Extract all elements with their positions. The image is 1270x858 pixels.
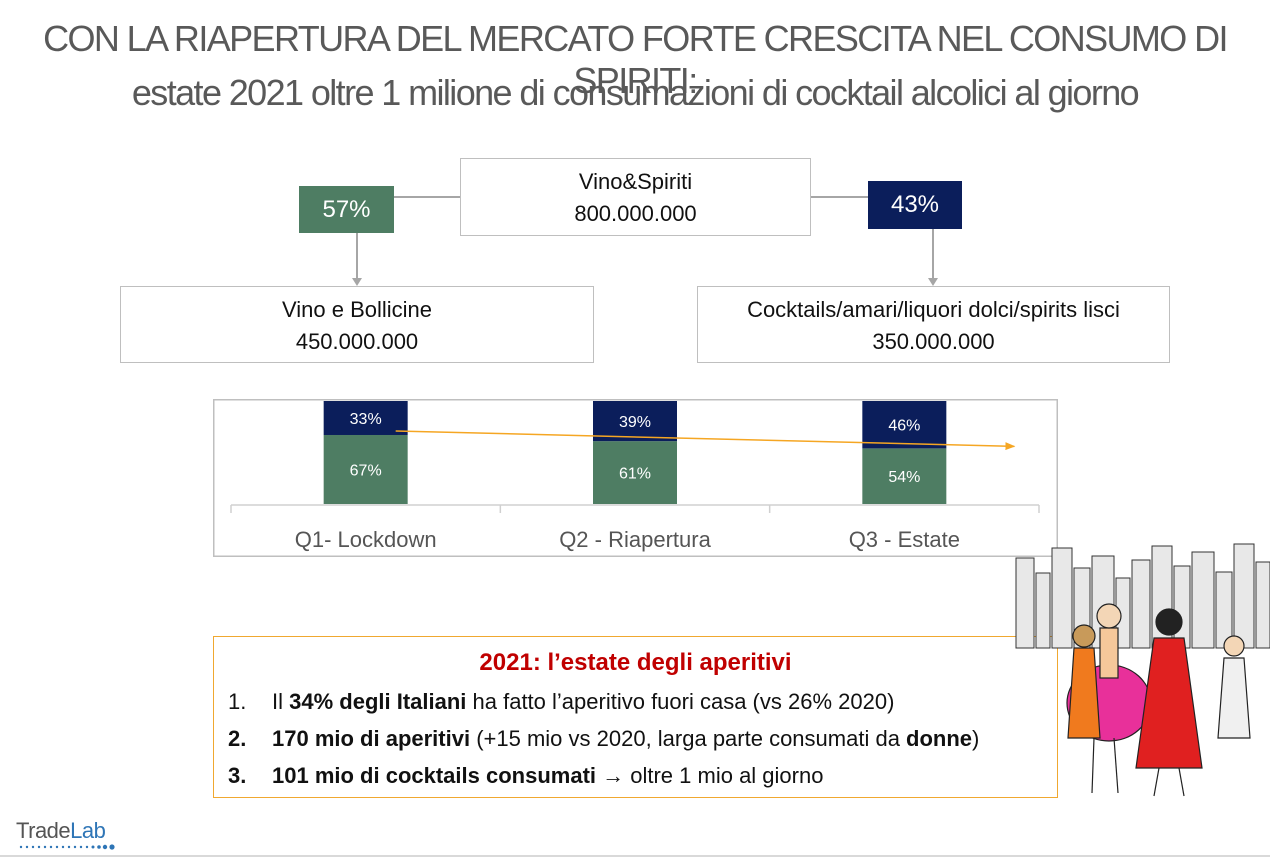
data-label-spirits-3: 46% <box>888 418 920 435</box>
data-label-vino-3: 54% <box>888 469 920 486</box>
root-box: Vino&Spiriti 800.000.000 <box>460 158 811 236</box>
bar-segment-spirits-2 <box>593 401 677 442</box>
connector-left-h <box>393 196 461 198</box>
root-label: Vino&Spiriti <box>578 169 693 194</box>
leaf-left-label: Vino e Bollicine <box>281 297 433 322</box>
slide-title-line1: CON LA RIAPERTURA DEL MERCATO FORTE CRES… <box>43 18 1228 101</box>
bar-segment-vino-2 <box>593 441 677 504</box>
footer-divider <box>0 855 1270 857</box>
bar-segment-vino-3 <box>862 448 947 504</box>
tradelab-logo: TradeLab <box>16 818 106 844</box>
red-dress-icon <box>1135 637 1203 769</box>
bar-segment-spirits-1 <box>323 401 408 435</box>
fact-highlight: 101 mio di cocktails consumati <box>272 763 597 788</box>
arrow-right-icon: → <box>596 763 631 788</box>
leaf-right-box: Cocktails/amari/liquori dolci/spirits li… <box>697 286 1170 363</box>
fact-text: oltre 1 mio al giorno <box>630 763 824 788</box>
stacked-bar-chart: 67% 33% Q1- Lockdown 61% 39% Q2 - Riapertura 5… <box>213 399 1058 557</box>
fact-text: (+15 mio vs 2020, larga parte consumati … <box>470 726 907 751</box>
x-tick-label-2: Q2 - Riapertura <box>559 527 711 552</box>
logo-part1: Trade <box>16 818 71 843</box>
leaf-left-value: 450.000.000 <box>295 329 419 354</box>
share-right-badge: 43% <box>868 181 962 229</box>
fact-highlight: 34% degli Italiani <box>289 689 467 714</box>
fact-item-1: 1. Il 34% degli Italiani ha fatto l’aperi… <box>228 689 894 715</box>
data-label-vino-1: 67% <box>350 462 382 479</box>
connector-left-arrow <box>352 278 362 286</box>
facts-title: 2021: l’estate degli aperitivi <box>479 649 792 676</box>
connector-right-arrow <box>928 278 938 286</box>
facts-box: 2021: l’estate degli aperitivi 1. Il 34% … <box>213 636 1058 798</box>
logo-dots-icon <box>19 844 115 850</box>
fact-text: Il <box>272 689 290 714</box>
aperitivo-illustration <box>1015 543 1270 797</box>
fact-highlight: 170 mio di aperitivi <box>272 726 471 751</box>
fact-item-2: 2. 170 mio di aperitivi (+15 mio vs 2020,… <box>228 726 979 752</box>
fact-number: 3. <box>228 763 247 788</box>
data-label-spirits-1: 33% <box>350 411 382 428</box>
x-tick-label-1: Q1- Lockdown <box>295 527 437 552</box>
connector-left-v <box>356 232 358 278</box>
fact-item-3: 3. 101 mio di cocktails consumati → oltre… <box>228 763 823 789</box>
city-skyline-icon <box>1015 543 1270 649</box>
logo-part2: Lab <box>70 818 106 843</box>
connector-right-h <box>810 196 870 198</box>
fact-number: 2. <box>228 726 247 751</box>
trend-arrow <box>395 430 1016 451</box>
connector-right-v <box>932 229 934 278</box>
data-label-vino-2: 61% <box>619 466 651 483</box>
root-value: 800.000.000 <box>574 201 697 226</box>
fact-highlight: donne <box>906 726 973 751</box>
x-tick-label-3: Q3 - Estate <box>849 527 960 552</box>
fact-number: 1. <box>228 689 247 714</box>
leaf-right-value: 350.000.000 <box>872 329 995 354</box>
leaf-right-label: Cocktails/amari/liquori dolci/spirits li… <box>747 297 1120 322</box>
fact-text: ) <box>972 726 980 751</box>
bar-segment-vino-1 <box>323 434 408 504</box>
leaf-left-box: Vino e Bollicine 450.000.000 <box>120 286 594 363</box>
fact-text: ha fatto l’aperitivo fuori casa (vs 26% … <box>466 689 895 714</box>
slide-title-line2: estate 2021 oltre 1 milione di consumazi… <box>131 72 1140 113</box>
data-label-spirits-2: 39% <box>619 414 651 431</box>
share-left-badge: 57% <box>299 186 394 233</box>
bar-segment-spirits-3 <box>862 401 947 449</box>
